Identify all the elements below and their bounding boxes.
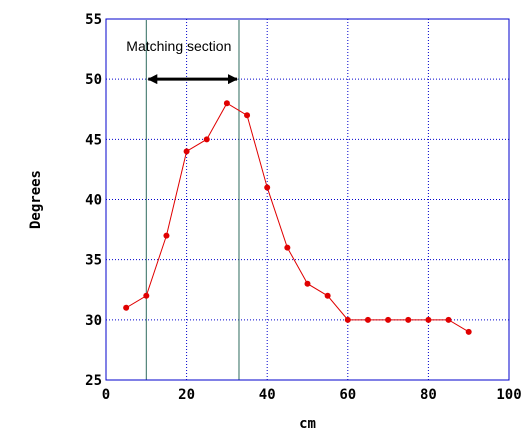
data-point	[123, 304, 130, 311]
x-tick-label: 0	[102, 387, 110, 403]
grid	[106, 19, 509, 380]
y-tick-label: 25	[85, 373, 102, 389]
data-point	[284, 244, 291, 251]
data-point	[405, 316, 412, 323]
y-tick-label: 50	[85, 72, 102, 88]
y-axis-label: Degrees	[28, 170, 44, 229]
data-point	[163, 232, 170, 239]
matching-section-label: Matching section	[126, 38, 231, 54]
y-tick-label: 30	[85, 313, 102, 329]
plot-frame	[105, 18, 510, 381]
data-point	[223, 100, 230, 107]
tick-labels: 0 20 40 60 80 100 25 30 35 40 45 50 55	[85, 12, 522, 403]
data-point	[385, 316, 392, 323]
data-point	[425, 316, 432, 323]
x-tick-label: 100	[496, 387, 521, 403]
matching-section-bounds	[145, 20, 240, 380]
matching-section-annotation: Matching section	[126, 38, 238, 85]
series-degrees	[123, 100, 472, 335]
data-point	[183, 148, 190, 155]
data-point	[364, 316, 371, 323]
x-tick-label: 80	[420, 387, 437, 403]
data-point	[324, 292, 331, 299]
data-point	[344, 316, 351, 323]
y-tick-label: 55	[85, 12, 102, 28]
x-tick-label: 20	[178, 387, 195, 403]
data-point	[264, 184, 271, 191]
y-tick-label: 45	[85, 132, 102, 148]
data-point	[203, 136, 210, 143]
x-tick-label: 40	[259, 387, 276, 403]
data-point	[143, 292, 150, 299]
data-point	[244, 112, 251, 119]
y-tick-label: 35	[85, 253, 102, 269]
data-point	[304, 280, 311, 287]
x-axis-label: cm	[299, 416, 316, 432]
data-point	[445, 316, 452, 323]
series-line	[125, 102, 469, 333]
y-tick-label: 40	[85, 193, 102, 209]
data-point	[465, 328, 472, 335]
x-tick-label: 60	[339, 387, 356, 403]
